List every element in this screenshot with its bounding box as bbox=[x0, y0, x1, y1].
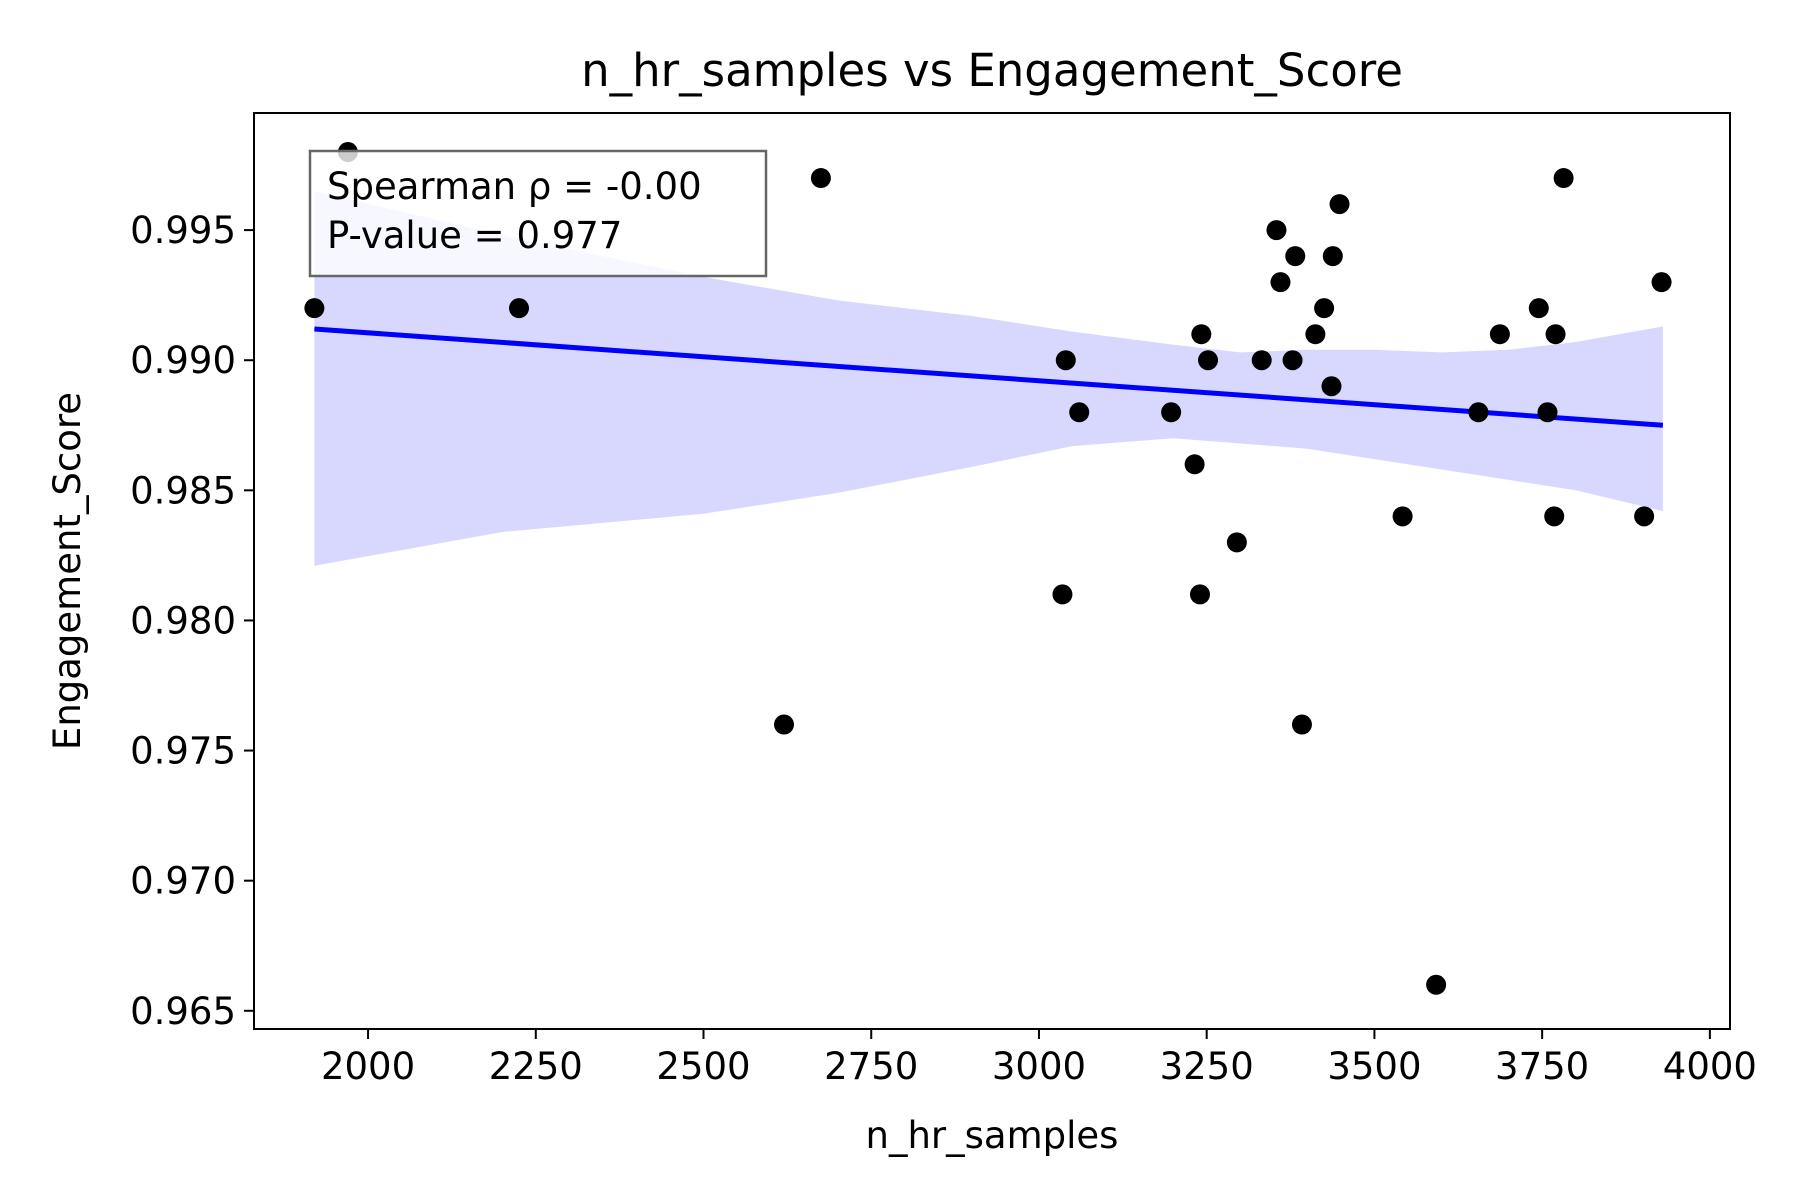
data-point bbox=[1282, 350, 1303, 371]
x-tick-label: 2250 bbox=[489, 1045, 583, 1088]
spearman-text: Spearman ρ = -0.00 bbox=[327, 165, 702, 208]
x-tick-label: 4000 bbox=[1663, 1045, 1757, 1088]
x-tick-label: 3750 bbox=[1495, 1045, 1589, 1088]
stats-box bbox=[308, 149, 768, 278]
data-point bbox=[1314, 298, 1335, 319]
y-tick-label: 0.985 bbox=[130, 469, 236, 512]
y-tick-label: 0.970 bbox=[130, 860, 236, 903]
y-axis-label: Engagement_Score bbox=[46, 392, 89, 750]
data-point bbox=[1322, 246, 1343, 267]
data-point bbox=[1270, 272, 1291, 293]
data-point bbox=[1426, 974, 1447, 995]
data-point bbox=[1545, 324, 1566, 345]
data-point bbox=[1055, 350, 1076, 371]
data-point bbox=[1285, 246, 1306, 267]
data-point bbox=[1251, 350, 1272, 371]
x-tick-label: 2500 bbox=[656, 1045, 750, 1088]
x-tick-label: 2000 bbox=[321, 1045, 415, 1088]
data-point bbox=[1329, 194, 1350, 215]
data-point bbox=[1266, 220, 1287, 241]
data-point bbox=[1468, 402, 1489, 423]
stats-annotation: Spearman ρ = -0.00 P-value = 0.977 bbox=[308, 149, 768, 278]
data-point bbox=[1489, 324, 1510, 345]
data-point bbox=[1189, 584, 1210, 605]
data-point bbox=[1537, 402, 1558, 423]
x-axis-ticks: 2000 2250 2500 2750 3000 3250 3500 3750 4000 bbox=[321, 1029, 1757, 1088]
data-point bbox=[1052, 584, 1073, 605]
data-point bbox=[1651, 272, 1672, 293]
data-point bbox=[1198, 350, 1219, 371]
data-point bbox=[1305, 324, 1326, 345]
data-point bbox=[1069, 402, 1090, 423]
data-point bbox=[1392, 506, 1413, 527]
data-point bbox=[774, 714, 795, 735]
data-point bbox=[1553, 168, 1574, 189]
regression-line-layer bbox=[314, 326, 1664, 428]
regression-line bbox=[314, 326, 1664, 428]
x-tick-label: 2750 bbox=[824, 1045, 918, 1088]
chart-title: n_hr_samples vs Engagement_Score bbox=[581, 44, 1403, 97]
y-tick-label: 0.965 bbox=[130, 990, 236, 1033]
y-axis-ticks: 0.965 0.970 0.975 0.980 0.985 0.990 0.995 bbox=[130, 209, 254, 1033]
data-point bbox=[1226, 532, 1247, 553]
data-point bbox=[810, 168, 831, 189]
data-point bbox=[1528, 298, 1549, 319]
data-point bbox=[1291, 714, 1312, 735]
data-point bbox=[1184, 454, 1205, 475]
data-point bbox=[304, 298, 325, 319]
data-point bbox=[1544, 506, 1565, 527]
y-tick-label: 0.980 bbox=[130, 599, 236, 642]
p-value-text: P-value = 0.977 bbox=[327, 214, 622, 257]
data-point bbox=[1161, 402, 1182, 423]
x-tick-label: 3500 bbox=[1327, 1045, 1421, 1088]
x-tick-label: 3000 bbox=[992, 1045, 1086, 1088]
data-point bbox=[1321, 376, 1342, 397]
data-point bbox=[509, 298, 530, 319]
x-tick-label: 3250 bbox=[1160, 1045, 1254, 1088]
y-tick-label: 0.995 bbox=[130, 209, 236, 252]
x-axis-label: n_hr_samples bbox=[866, 1114, 1119, 1157]
y-tick-label: 0.990 bbox=[130, 339, 236, 382]
data-point bbox=[1191, 324, 1212, 345]
data-point bbox=[1634, 506, 1655, 527]
plot-frame bbox=[253, 112, 1731, 1030]
y-tick-label: 0.975 bbox=[130, 730, 236, 773]
